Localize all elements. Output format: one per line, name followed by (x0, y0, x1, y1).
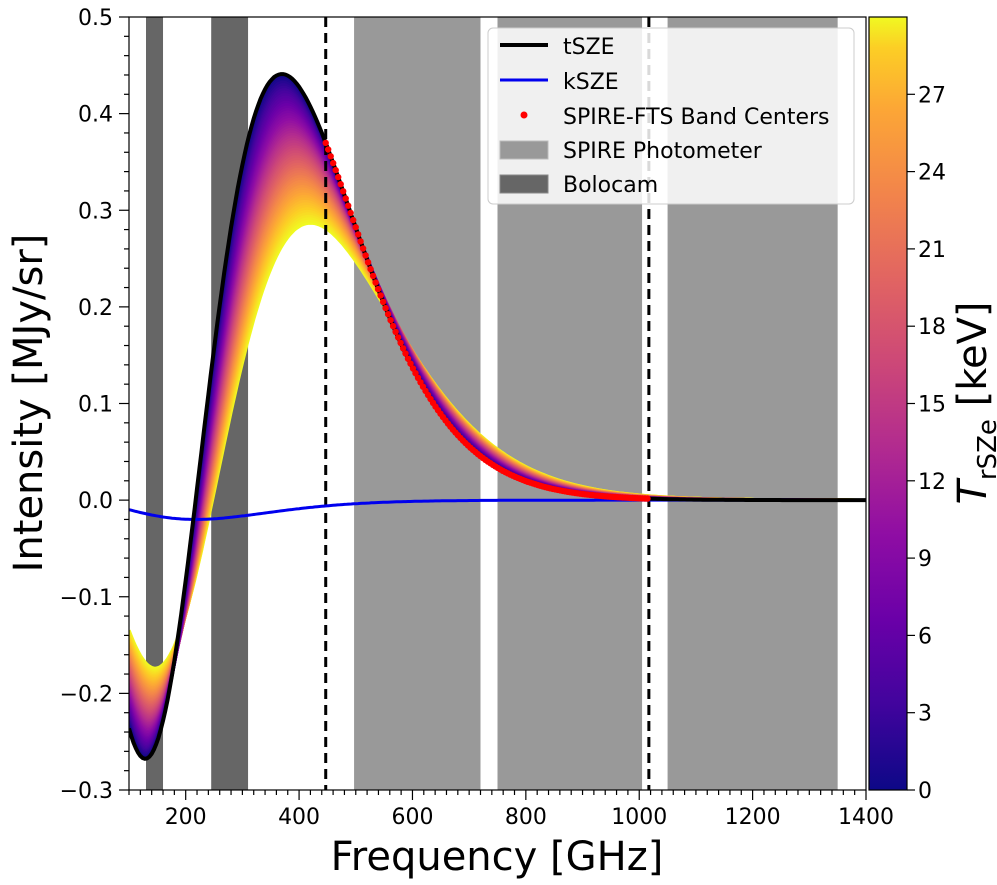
fts-point (337, 181, 344, 188)
y-tick-label: 0.2 (78, 296, 113, 321)
fts-point (382, 304, 389, 312)
spire-band (354, 17, 481, 790)
fts-point (369, 272, 377, 280)
x-tick-label: 1400 (838, 805, 894, 830)
x-tick-label: 200 (165, 805, 207, 830)
y-tick-label: 0.3 (78, 199, 113, 224)
y-axis-label: Intensity [MJy/sr] (6, 234, 52, 573)
y-tick-label: 0.5 (78, 6, 113, 31)
fts-point (362, 252, 369, 259)
colorbar-tick-label: 27 (918, 83, 946, 108)
x-tick-label: 400 (278, 805, 320, 830)
fts-point (399, 345, 407, 352)
fts-point (359, 245, 367, 252)
fts-point (364, 259, 372, 266)
y-tick-label: 0.4 (78, 103, 113, 128)
y-tick-label: −0.1 (60, 586, 113, 611)
y-tick-label: 0.1 (78, 393, 113, 418)
legend-swatch-spire (499, 140, 549, 160)
x-axis-label: Frequency [GHz] (331, 834, 664, 880)
fts-point (327, 153, 334, 160)
fts-point (644, 495, 651, 502)
colorbar-tick-label: 21 (918, 238, 946, 263)
bolocam-band (146, 17, 164, 790)
y-tick-label: −0.3 (60, 779, 113, 804)
fts-point (372, 279, 379, 286)
colorbar-ticks: 0 3 6 9 12 15 18 21 24 27 (907, 83, 946, 804)
colorbar-tick-label: 0 (918, 779, 932, 804)
x-axis-ticks: 200 400 600 800 1000 1200 1400 (128, 790, 894, 830)
legend-label-ksze: kSZE (563, 70, 619, 95)
fts-point (342, 195, 349, 202)
fts-point (402, 350, 409, 357)
colorbar-tick-label: 12 (918, 470, 946, 495)
fts-point (404, 355, 412, 362)
fts-point (384, 311, 392, 318)
y-axis-ticks: −0.3 −0.2 −0.1 0.0 0.1 0.2 0.3 0.4 0.5 (60, 6, 129, 804)
fts-point (407, 360, 414, 367)
fts-point (409, 365, 417, 372)
fts-point (374, 285, 382, 293)
fts-point (352, 224, 359, 231)
fts-point (347, 209, 354, 217)
fts-point (335, 173, 342, 181)
x-tick-label: 800 (505, 805, 547, 830)
colorbar-gradient (868, 16, 908, 791)
legend: tSZE kSZE SPIRE-FTS Band Centers SPIRE P… (487, 27, 855, 205)
fts-point (397, 339, 404, 347)
legend-label-spire: SPIRE Photometer (563, 139, 763, 164)
fts-point (345, 202, 352, 209)
legend-swatch-fts (520, 111, 528, 119)
colorbar: 0 3 6 9 12 15 18 21 24 27 TrSZe [keV] (868, 16, 997, 804)
fts-point (322, 139, 329, 147)
fts-band-centers (322, 139, 651, 502)
legend-label-tsze: tSZE (563, 35, 615, 60)
colorbar-label: TrSZe [keV] (950, 301, 997, 504)
fts-point (387, 317, 394, 324)
fts-point (350, 216, 357, 224)
fts-point (392, 328, 399, 335)
legend-label-fts: SPIRE-FTS Band Centers (563, 105, 830, 130)
colorbar-tick-label: 15 (918, 393, 946, 418)
fts-point (332, 166, 339, 174)
legend-label-bolocam: Bolocam (563, 173, 658, 198)
fts-point (394, 334, 402, 341)
fts-point (355, 231, 362, 238)
colorbar-tick-label: 9 (918, 547, 932, 572)
fts-point (379, 298, 387, 306)
fts-point (389, 322, 397, 330)
x-tick-label: 1200 (725, 805, 781, 830)
colorbar-tick-label: 3 (918, 702, 932, 727)
fts-point (330, 159, 337, 167)
fts-point (340, 188, 347, 195)
x-tick-label: 600 (391, 805, 433, 830)
fts-point (377, 292, 384, 299)
legend-box (487, 27, 855, 205)
colorbar-tick-label: 18 (918, 315, 946, 340)
colorbar-tick-label: 6 (918, 624, 932, 649)
fts-point (325, 146, 332, 153)
x-tick-label: 1000 (611, 805, 667, 830)
legend-swatch-bolocam (499, 174, 549, 194)
y-tick-label: −0.2 (60, 682, 113, 707)
y-tick-label: 0.0 (78, 489, 113, 514)
fts-point (357, 238, 364, 245)
colorbar-tick-label: 24 (918, 161, 946, 186)
fts-point (367, 265, 374, 273)
